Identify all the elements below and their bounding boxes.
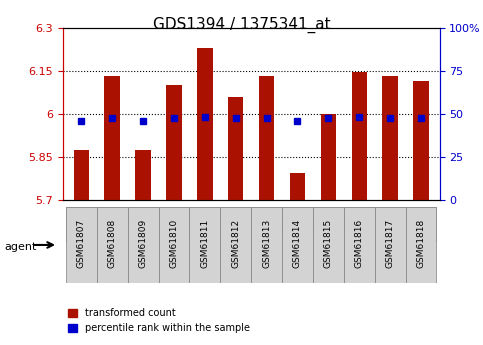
Bar [228,97,243,200]
Text: GSM61818: GSM61818 [416,218,426,268]
Bar [135,150,151,200]
Bar [97,207,128,283]
Bar [220,207,251,283]
Bar [251,207,282,283]
Text: GSM61817: GSM61817 [385,218,395,268]
Bar [189,207,220,283]
Text: GDS1394 / 1375341_at: GDS1394 / 1375341_at [153,17,330,33]
Text: GSM61808: GSM61808 [108,218,117,268]
Bar [290,173,305,200]
Bar [66,207,189,242]
Text: GSM61813: GSM61813 [262,218,271,268]
Text: D-penicillamine: D-penicillamine [270,219,356,229]
Text: GSM61812: GSM61812 [231,218,240,267]
Bar [375,207,406,283]
Bar [189,207,437,242]
Text: agent: agent [5,242,37,252]
Legend: transformed count, percentile rank within the sample: transformed count, percentile rank withi… [68,308,250,333]
Bar [406,207,437,283]
Bar [104,77,120,200]
Bar [282,207,313,283]
Bar [73,150,89,200]
Bar [66,207,97,283]
Bar [321,114,336,200]
Bar [259,77,274,200]
Bar [158,207,189,283]
Bar [344,207,375,283]
Bar [197,48,213,200]
Bar [128,207,158,283]
Text: GSM61807: GSM61807 [77,218,86,268]
Text: GSM61815: GSM61815 [324,218,333,268]
Bar [383,77,398,200]
Bar [352,72,367,200]
Text: GSM61810: GSM61810 [170,218,178,268]
Bar [313,207,344,283]
Text: GSM61814: GSM61814 [293,218,302,267]
Bar [413,81,429,200]
Text: control: control [108,219,147,229]
Bar [166,85,182,200]
Text: GSM61811: GSM61811 [200,218,209,268]
Text: GSM61816: GSM61816 [355,218,364,268]
Text: GSM61809: GSM61809 [139,218,148,268]
